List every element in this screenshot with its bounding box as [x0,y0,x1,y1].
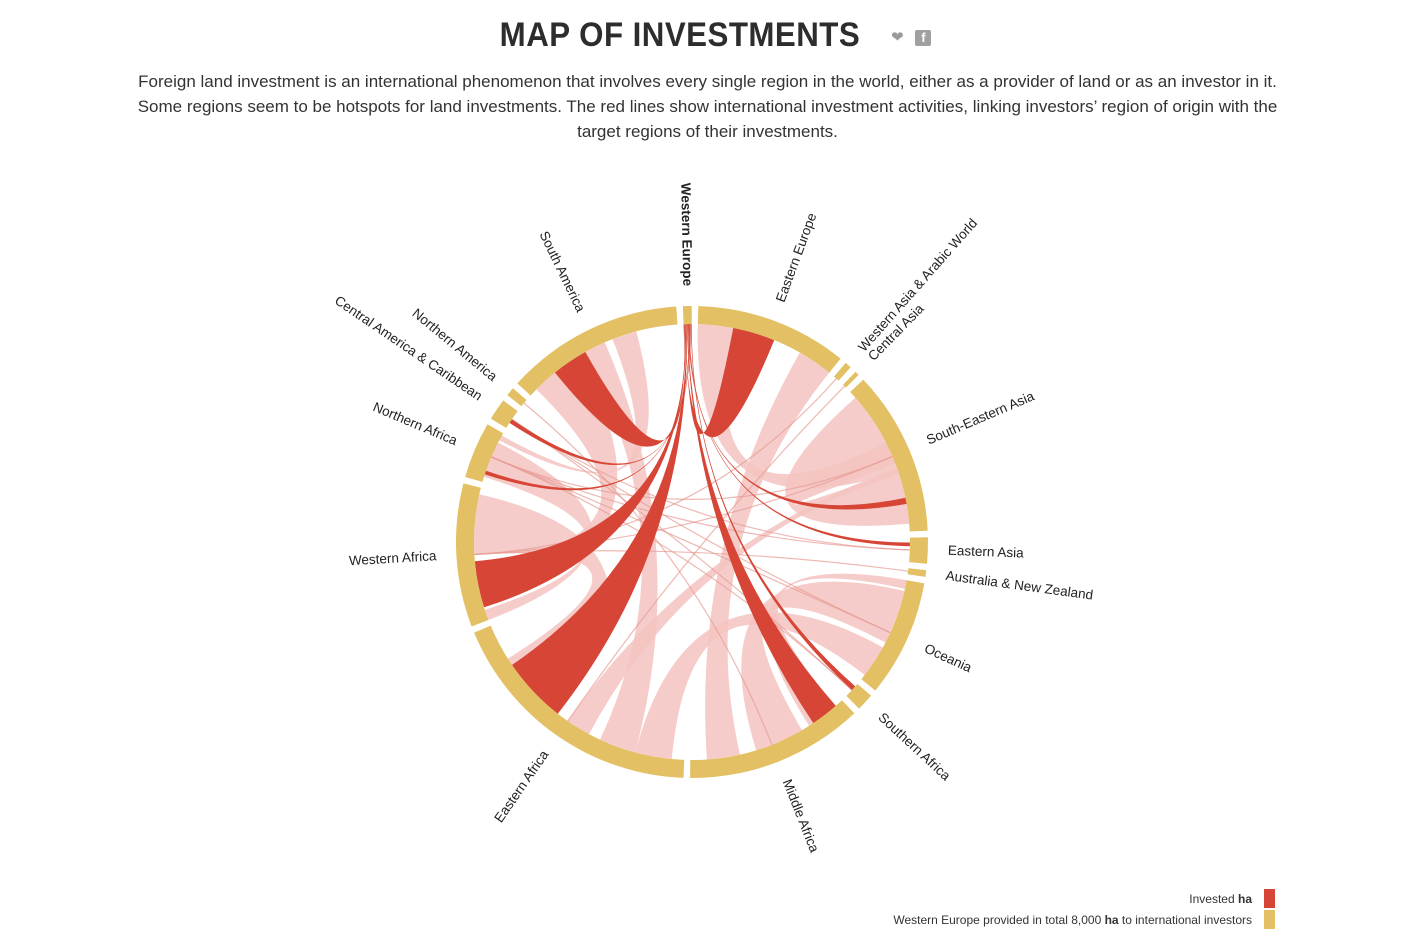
region-arc-southern-africa[interactable] [846,683,872,709]
selected-flow-2[interactable] [474,324,687,608]
region-arc-western-africa[interactable] [456,483,489,627]
legend: Invested ha Western Europe provided in t… [893,888,1275,930]
region-arc-western-asia-and-arabic-world[interactable] [833,362,851,381]
region-arc-western-europe[interactable] [682,306,692,325]
link-line-2 [511,418,891,634]
link-line-5 [474,378,837,556]
link-line-8 [491,456,910,551]
region-arc-central-america-and-caribbean[interactable] [490,400,518,428]
legend-provided-unit: ha [1104,912,1119,927]
legend-provided: Western Europe provided in total 8,000 h… [893,909,1275,930]
facebook-icon[interactable]: f [915,29,932,46]
page-title: MAP OF INVESTMENTS [499,16,860,54]
intro-text: Foreign land investment is an internatio… [137,72,1278,141]
region-label-australia-and-new-zealand[interactable]: Australia & New Zealand [945,568,1094,603]
region-arc-eastern-asia[interactable] [909,537,928,564]
region-arc-northern-america[interactable] [507,388,527,407]
flow-8 [483,442,593,621]
flow-10 [567,467,900,735]
link-line-9 [511,418,853,691]
flow-11 [499,331,649,474]
legend-invested-swatch [1264,889,1275,908]
link-line-6 [567,385,845,722]
link-line-1 [491,455,893,500]
selected-flow-0[interactable] [554,324,685,447]
region-arc-central-asia[interactable] [843,371,859,388]
link-line-10 [474,455,893,556]
region-arc-south-america[interactable] [517,306,678,396]
share-buttons: ❤ f [889,28,932,46]
region-label-northern-africa[interactable]: Northern Africa [371,399,460,448]
region-arc-northern-africa[interactable] [465,424,504,482]
region-arc-eastern-africa[interactable] [474,625,685,778]
region-label-south-america[interactable]: South America [537,229,589,315]
region-label-western-africa[interactable]: Western Africa [349,548,438,568]
region-arc-middle-africa[interactable] [690,700,855,778]
region-arc-australia-and-new-zealand[interactable] [907,568,927,577]
region-label-eastern-europe[interactable]: Eastern Europe [773,211,820,304]
region-label-middle-africa[interactable]: Middle Africa [780,777,822,855]
legend-invested: Invested ha [893,888,1275,909]
legend-provided-suffix: to international investors [1118,912,1252,927]
flow-4 [785,397,910,526]
twitter-icon[interactable]: ❤ [891,28,904,46]
flow-5 [741,581,905,751]
region-arc-oceania[interactable] [861,580,925,691]
legend-provided-label: Western Europe provided in total 8,000 [893,912,1105,927]
link-line-4 [491,456,853,691]
region-label-south-eastern-asia[interactable]: South-Eastern Asia [924,388,1037,447]
flow-6 [635,612,883,760]
flow-2 [697,324,899,489]
region-arc-south-eastern-asia[interactable] [850,379,928,532]
selected-flow-3[interactable] [511,324,687,714]
legend-invested-unit: ha [1237,891,1252,906]
legend-provided-swatch [1264,910,1275,929]
region-label-southern-africa[interactable]: Southern Africa [875,710,953,784]
link-line-3 [523,402,773,746]
region-arc-eastern-europe[interactable] [697,306,841,373]
region-label-western-europe[interactable]: Western Europe [678,183,695,287]
region-label-oceania[interactable]: Oceania [922,641,974,676]
selected-flow-1[interactable] [684,324,775,438]
title-row: MAP OF INVESTMENTS ❤ f [0,16,1415,55]
legend-invested-label: Invested [1189,891,1238,906]
region-label-eastern-africa[interactable]: Eastern Africa [491,747,552,825]
link-line-11 [491,456,891,634]
region-label-western-asia-and-arabic-world[interactable]: Western Asia & Arabic World [855,216,980,355]
region-label-eastern-asia[interactable]: Eastern Asia [948,543,1025,561]
header: MAP OF INVESTMENTS ❤ f Foreign land inve… [0,16,1415,144]
